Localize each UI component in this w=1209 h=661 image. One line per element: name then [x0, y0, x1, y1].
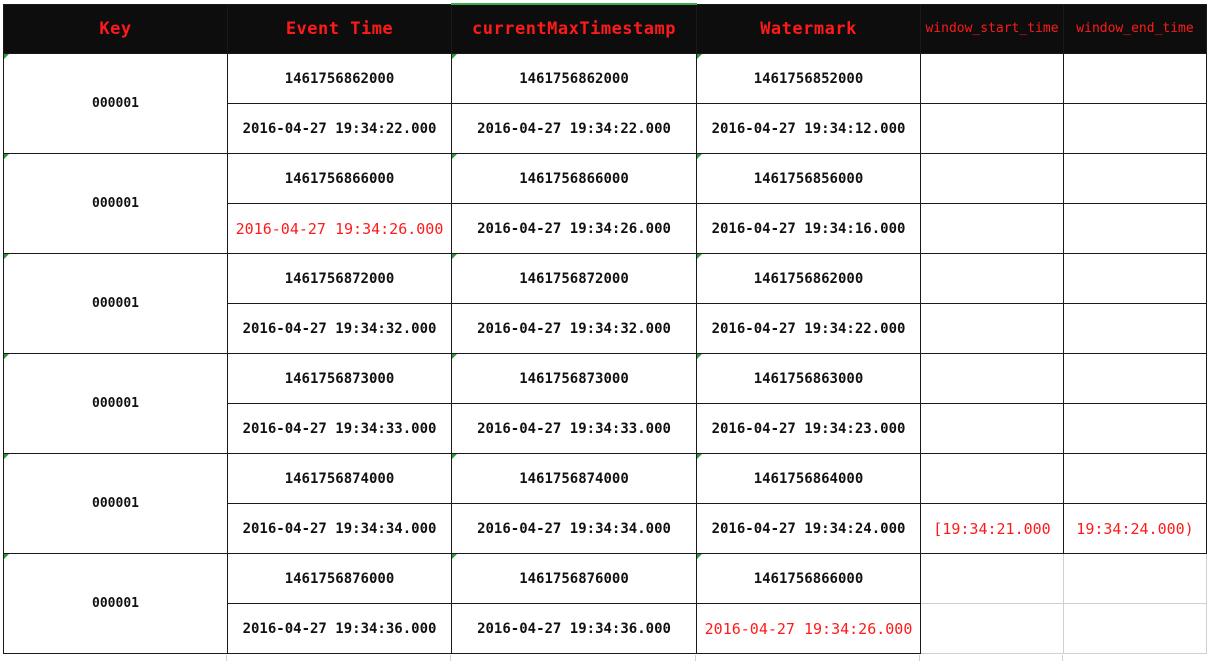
window-end-cell[interactable] [1063, 353, 1207, 404]
current-max-ms-cell[interactable]: 1461756866000 [451, 153, 697, 204]
watermark-ms-cell[interactable]: 1461756864000 [696, 453, 921, 504]
watermark-datetime-cell[interactable]: 2016-04-27 19:34:12.000 [696, 103, 921, 154]
table-row: 000001 1461756866000 1461756866000 14617… [3, 153, 1207, 254]
watermark-ms-cell[interactable]: 1461756866000 [696, 553, 921, 604]
watermark-ms-cell[interactable]: 1461756852000 [696, 53, 921, 104]
grid-line [450, 655, 451, 661]
current-max-ms-cell[interactable]: 1461756876000 [451, 553, 697, 604]
event-time-ms-cell[interactable]: 1461756862000 [227, 53, 452, 104]
header-window-start-time[interactable]: window_start_time [920, 3, 1064, 54]
window-start-cell[interactable] [920, 253, 1064, 304]
watermark-datetime-cell[interactable]: 2016-04-27 19:34:23.000 [696, 403, 921, 454]
event-time-datetime-cell[interactable]: 2016-04-27 19:34:33.000 [227, 403, 452, 454]
window-end-cell[interactable] [1063, 403, 1207, 454]
key-cell[interactable]: 000001 [3, 453, 228, 554]
table-row: 000001 1461756873000 1461756873000 14617… [3, 353, 1207, 454]
watermark-ms-cell[interactable]: 1461756863000 [696, 353, 921, 404]
grid-line [1062, 655, 1063, 661]
watermark-datetime-cell[interactable]: 2016-04-27 19:34:26.000 [696, 603, 921, 654]
current-max-datetime-cell[interactable]: 2016-04-27 19:34:22.000 [451, 103, 697, 154]
event-time-ms-cell[interactable]: 1461756876000 [227, 553, 452, 604]
window-start-cell[interactable] [920, 103, 1064, 154]
key-cell[interactable]: 000001 [3, 53, 228, 154]
header-current-max-timestamp[interactable]: currentMaxTimestamp [451, 3, 697, 54]
window-end-cell[interactable] [1063, 203, 1207, 254]
current-max-datetime-cell[interactable]: 2016-04-27 19:34:32.000 [451, 303, 697, 354]
key-cell[interactable]: 000001 [3, 553, 228, 654]
event-time-datetime-cell[interactable]: 2016-04-27 19:34:32.000 [227, 303, 452, 354]
current-max-ms-cell[interactable]: 1461756873000 [451, 353, 697, 404]
event-time-ms-cell[interactable]: 1461756872000 [227, 253, 452, 304]
window-end-cell[interactable] [1063, 153, 1207, 204]
window-start-cell[interactable] [920, 353, 1064, 404]
window-start-cell[interactable]: [19:34:21.000 [920, 503, 1064, 554]
window-end-cell[interactable] [1063, 103, 1207, 154]
watermark-datetime-cell[interactable]: 2016-04-27 19:34:24.000 [696, 503, 921, 554]
current-max-datetime-cell[interactable]: 2016-04-27 19:34:34.000 [451, 503, 697, 554]
window-start-cell[interactable] [920, 203, 1064, 254]
window-start-cell[interactable] [920, 453, 1064, 504]
window-end-cell[interactable]: 19:34:24.000) [1063, 503, 1207, 554]
window-start-cell[interactable] [920, 303, 1064, 354]
table-row: 000001 1461756872000 1461756872000 14617… [3, 253, 1207, 354]
table-row: 2016-04-27 19:34:36.000 2016-04-27 19:34… [4, 603, 1207, 654]
header-watermark[interactable]: Watermark [696, 3, 921, 54]
watermark-ms-cell[interactable]: 1461756862000 [696, 253, 921, 304]
window-end-cell[interactable] [1063, 603, 1207, 654]
window-end-cell[interactable] [1063, 453, 1207, 504]
event-time-datetime-cell[interactable]: 2016-04-27 19:34:34.000 [227, 503, 452, 554]
current-max-datetime-cell[interactable]: 2016-04-27 19:34:26.000 [451, 203, 697, 254]
event-time-datetime-cell[interactable]: 2016-04-27 19:34:26.000 [227, 203, 452, 254]
window-end-cell[interactable] [1063, 53, 1207, 104]
watermark-datetime-cell[interactable]: 2016-04-27 19:34:16.000 [696, 203, 921, 254]
header-window-end-time[interactable]: window_end_time [1063, 3, 1207, 54]
window-start-cell[interactable] [920, 53, 1064, 104]
table-row: 000001 1461756876000 1461756876000 14617… [3, 553, 1207, 654]
grid-line [226, 655, 227, 661]
current-max-ms-cell[interactable]: 1461756872000 [451, 253, 697, 304]
event-time-datetime-cell[interactable]: 2016-04-27 19:34:22.000 [227, 103, 452, 154]
key-cell[interactable]: 000001 [3, 153, 228, 254]
header-event-time[interactable]: Event Time [227, 3, 452, 54]
header-row: Key Event Time currentMaxTimestamp Water… [3, 3, 1207, 54]
current-max-ms-cell[interactable]: 1461756862000 [451, 53, 697, 104]
event-time-ms-cell[interactable]: 1461756866000 [227, 153, 452, 204]
header-key[interactable]: Key [3, 3, 228, 54]
window-end-cell[interactable] [1063, 253, 1207, 304]
grid-line [695, 655, 696, 661]
key-cell[interactable]: 000001 [3, 253, 228, 354]
grid-line [919, 655, 920, 661]
window-start-cell[interactable] [920, 603, 1064, 654]
current-max-ms-cell[interactable]: 1461756874000 [451, 453, 697, 504]
event-time-ms-cell[interactable]: 1461756873000 [227, 353, 452, 404]
window-start-cell[interactable] [920, 403, 1064, 454]
event-time-ms-cell[interactable]: 1461756874000 [227, 453, 452, 504]
spreadsheet-table: Key Event Time currentMaxTimestamp Water… [3, 3, 1207, 654]
current-max-datetime-cell[interactable]: 2016-04-27 19:34:36.000 [451, 603, 697, 654]
table-row: 2016-04-27 19:34:22.000 2016-04-27 19:34… [4, 103, 1207, 154]
window-start-cell[interactable] [920, 153, 1064, 204]
current-max-datetime-cell[interactable]: 2016-04-27 19:34:33.000 [451, 403, 697, 454]
event-time-datetime-cell[interactable]: 2016-04-27 19:34:36.000 [227, 603, 452, 654]
watermark-ms-cell[interactable]: 1461756856000 [696, 153, 921, 204]
window-start-cell[interactable] [920, 553, 1064, 604]
table-row: 000001 1461756862000 1461756862000 14617… [3, 53, 1207, 154]
key-cell[interactable]: 000001 [3, 353, 228, 454]
table-row: 2016-04-27 19:34:26.000 2016-04-27 19:34… [4, 203, 1207, 254]
window-end-cell[interactable] [1063, 553, 1207, 604]
window-end-cell[interactable] [1063, 303, 1207, 354]
table-row: 000001 1461756874000 1461756874000 14617… [3, 453, 1207, 554]
watermark-datetime-cell[interactable]: 2016-04-27 19:34:22.000 [696, 303, 921, 354]
